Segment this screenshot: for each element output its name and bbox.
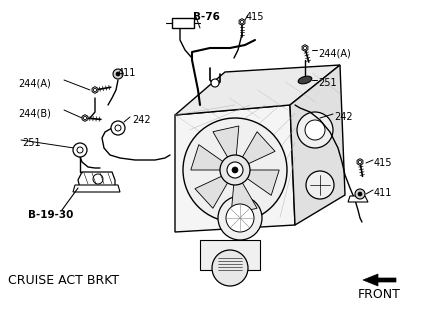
Polygon shape [175, 65, 340, 115]
Circle shape [93, 174, 103, 184]
Text: 244(A): 244(A) [318, 48, 351, 58]
Circle shape [211, 79, 219, 87]
Circle shape [116, 72, 120, 76]
Polygon shape [239, 19, 245, 25]
Polygon shape [247, 170, 279, 195]
Polygon shape [213, 126, 239, 157]
Circle shape [220, 155, 250, 185]
Text: 251: 251 [318, 78, 337, 88]
Circle shape [73, 143, 87, 157]
Polygon shape [302, 44, 308, 51]
Polygon shape [191, 145, 223, 170]
Polygon shape [290, 65, 345, 225]
Text: FRONT: FRONT [358, 288, 401, 301]
Text: CRUISE ACT BRKT: CRUISE ACT BRKT [8, 274, 119, 287]
Circle shape [305, 120, 325, 140]
Polygon shape [73, 185, 120, 192]
Text: 411: 411 [374, 188, 392, 198]
Circle shape [240, 20, 244, 24]
Circle shape [84, 116, 86, 120]
Polygon shape [195, 176, 228, 208]
Circle shape [111, 121, 125, 135]
Polygon shape [243, 132, 275, 164]
Circle shape [303, 46, 307, 50]
Circle shape [212, 250, 248, 286]
Ellipse shape [298, 76, 312, 84]
Text: 242: 242 [132, 115, 151, 125]
Circle shape [358, 160, 362, 164]
Circle shape [355, 189, 365, 199]
Text: 415: 415 [246, 12, 265, 22]
Circle shape [183, 118, 287, 222]
Circle shape [358, 192, 362, 196]
Circle shape [306, 171, 334, 199]
Bar [200, 240, 260, 270]
Circle shape [232, 167, 238, 173]
Text: B-19-30: B-19-30 [28, 210, 73, 220]
Circle shape [227, 162, 243, 178]
Text: 411: 411 [118, 68, 137, 78]
Text: 244(A): 244(A) [18, 78, 51, 88]
Text: 244(B): 244(B) [18, 108, 51, 118]
Polygon shape [175, 105, 295, 232]
Circle shape [113, 69, 123, 79]
Circle shape [297, 112, 333, 148]
Polygon shape [78, 172, 115, 188]
Polygon shape [231, 183, 257, 214]
Text: 251: 251 [22, 138, 41, 148]
Polygon shape [348, 196, 368, 202]
Polygon shape [363, 274, 396, 286]
Polygon shape [92, 87, 98, 93]
Circle shape [93, 88, 97, 92]
Polygon shape [82, 115, 88, 121]
Bar [172, 18, 194, 28]
Text: 242: 242 [334, 112, 353, 122]
Circle shape [77, 147, 83, 153]
Circle shape [226, 204, 254, 232]
Polygon shape [357, 159, 363, 165]
Text: 415: 415 [374, 158, 393, 168]
Circle shape [218, 196, 262, 240]
Circle shape [115, 125, 121, 131]
Text: B-76: B-76 [193, 12, 220, 22]
